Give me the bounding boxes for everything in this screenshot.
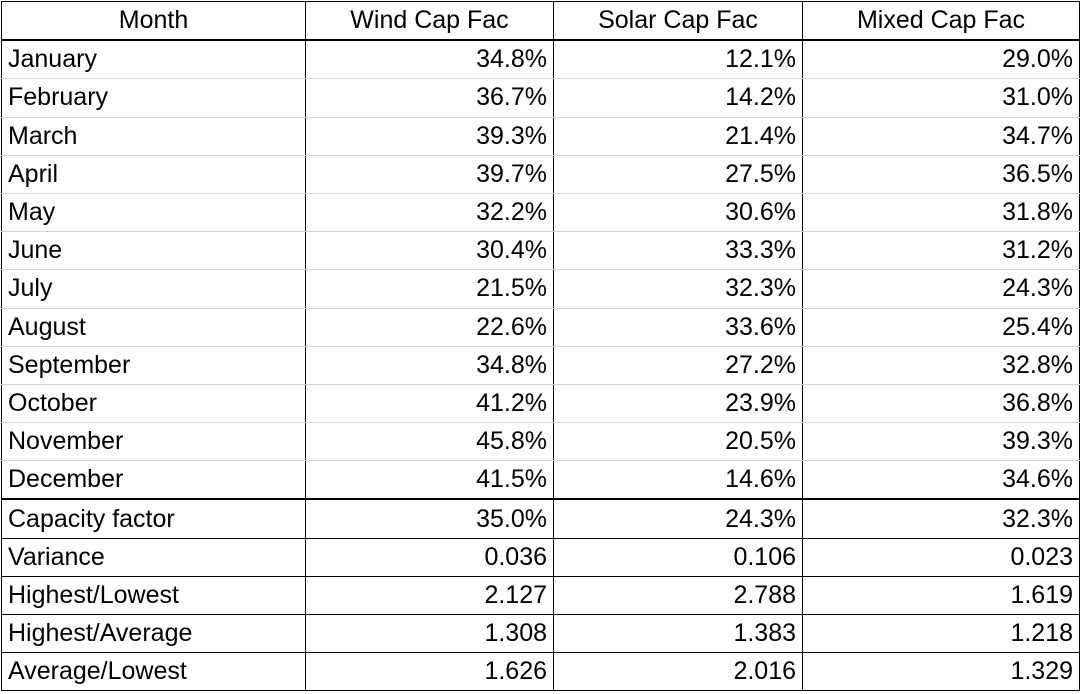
- wind-cap-fac-cell: 32.2%: [305, 192, 554, 233]
- mixed-cap-fac-cell: 25.4%: [802, 307, 1080, 347]
- wind-cap-fac-cell: 22.6%: [305, 307, 554, 347]
- table-body: January 34.8% 12.1% 29.0% February 36.7% 14.2%…: [1, 39, 1080, 692]
- mixed-cap-fac-cell: 24.3%: [802, 269, 1080, 309]
- row-label: September: [1, 345, 306, 385]
- solar-cap-fac-cell: 2.788: [553, 575, 803, 616]
- row-label: Average/Lowest: [1, 652, 306, 692]
- header-row: Month Wind Cap Fac Solar Cap Fac Mixed C…: [1, 1, 1080, 42]
- row-label: July: [1, 269, 306, 309]
- header-wind-cap-fac: Wind Cap Fac: [305, 1, 554, 42]
- mixed-cap-fac-cell: 1.619: [802, 575, 1080, 616]
- row-label: December: [1, 460, 306, 501]
- wind-cap-fac-cell: 1.308: [305, 613, 554, 654]
- wind-cap-fac-cell: 2.127: [305, 575, 554, 616]
- solar-cap-fac-cell: 21.4%: [553, 116, 803, 156]
- solar-cap-fac-cell: 0.106: [553, 537, 803, 577]
- solar-cap-fac-cell: 33.3%: [553, 231, 803, 271]
- month-row: March 39.3% 21.4% 34.7%: [1, 116, 1080, 156]
- month-row: August 22.6% 33.6% 25.4%: [1, 307, 1080, 347]
- row-label: October: [1, 383, 306, 424]
- mixed-cap-fac-cell: 31.0%: [802, 78, 1080, 118]
- wind-cap-fac-cell: 39.7%: [305, 154, 554, 194]
- stat-row: Variance 0.036 0.106 0.023: [1, 537, 1080, 577]
- solar-cap-fac-cell: 20.5%: [553, 422, 803, 462]
- mixed-cap-fac-cell: 32.8%: [802, 345, 1080, 385]
- month-row: May 32.2% 30.6% 31.8%: [1, 192, 1080, 233]
- mixed-cap-fac-cell: 34.7%: [802, 116, 1080, 156]
- wind-cap-fac-cell: 35.0%: [305, 498, 554, 539]
- wind-cap-fac-cell: 45.8%: [305, 422, 554, 462]
- mixed-cap-fac-cell: 39.3%: [802, 422, 1080, 462]
- row-label: August: [1, 307, 306, 347]
- mixed-cap-fac-cell: 32.3%: [802, 498, 1080, 539]
- wind-cap-fac-cell: 34.8%: [305, 345, 554, 385]
- solar-cap-fac-cell: 12.1%: [553, 39, 803, 80]
- month-row: January 34.8% 12.1% 29.0%: [1, 39, 1080, 80]
- stat-row: Average/Lowest 1.626 2.016 1.329: [1, 652, 1080, 692]
- month-row: February 36.7% 14.2% 31.0%: [1, 78, 1080, 118]
- wind-cap-fac-cell: 41.2%: [305, 383, 554, 424]
- row-label: Variance: [1, 537, 306, 577]
- mixed-cap-fac-cell: 31.2%: [802, 231, 1080, 271]
- wind-cap-fac-cell: 0.036: [305, 537, 554, 577]
- solar-cap-fac-cell: 14.6%: [553, 460, 803, 501]
- mixed-cap-fac-cell: 29.0%: [802, 39, 1080, 80]
- stat-row: Capacity factor 35.0% 24.3% 32.3%: [1, 498, 1080, 539]
- mixed-cap-fac-cell: 36.5%: [802, 154, 1080, 194]
- mixed-cap-fac-cell: 31.8%: [802, 192, 1080, 233]
- solar-cap-fac-cell: 14.2%: [553, 78, 803, 118]
- header-mixed-cap-fac: Mixed Cap Fac: [802, 1, 1080, 42]
- row-label: November: [1, 422, 306, 462]
- row-label: January: [1, 39, 306, 80]
- header-solar-cap-fac: Solar Cap Fac: [553, 1, 803, 42]
- row-label: Highest/Lowest: [1, 575, 306, 616]
- mixed-cap-fac-cell: 1.329: [802, 652, 1080, 692]
- solar-cap-fac-cell: 27.2%: [553, 345, 803, 385]
- wind-cap-fac-cell: 1.626: [305, 652, 554, 692]
- stat-row: Highest/Lowest 2.127 2.788 1.619: [1, 575, 1080, 616]
- solar-cap-fac-cell: 2.016: [553, 652, 803, 692]
- mixed-cap-fac-cell: 34.6%: [802, 460, 1080, 501]
- row-label: February: [1, 78, 306, 118]
- row-label: April: [1, 154, 306, 194]
- mixed-cap-fac-cell: 0.023: [802, 537, 1080, 577]
- month-row: September 34.8% 27.2% 32.8%: [1, 345, 1080, 385]
- solar-cap-fac-cell: 24.3%: [553, 498, 803, 539]
- wind-cap-fac-cell: 34.8%: [305, 39, 554, 80]
- wind-cap-fac-cell: 30.4%: [305, 231, 554, 271]
- row-label: June: [1, 231, 306, 271]
- wind-cap-fac-cell: 39.3%: [305, 116, 554, 156]
- row-label: March: [1, 116, 306, 156]
- wind-cap-fac-cell: 41.5%: [305, 460, 554, 501]
- month-row: April 39.7% 27.5% 36.5%: [1, 154, 1080, 194]
- wind-cap-fac-cell: 36.7%: [305, 78, 554, 118]
- month-row: June 30.4% 33.3% 31.2%: [1, 231, 1080, 271]
- solar-cap-fac-cell: 30.6%: [553, 192, 803, 233]
- mixed-cap-fac-cell: 1.218: [802, 613, 1080, 654]
- row-label: Highest/Average: [1, 613, 306, 654]
- solar-cap-fac-cell: 23.9%: [553, 383, 803, 424]
- solar-cap-fac-cell: 1.383: [553, 613, 803, 654]
- month-row: November 45.8% 20.5% 39.3%: [1, 422, 1080, 462]
- header-month: Month: [1, 1, 306, 42]
- solar-cap-fac-cell: 27.5%: [553, 154, 803, 194]
- month-row: July 21.5% 32.3% 24.3%: [1, 269, 1080, 309]
- month-row: December 41.5% 14.6% 34.6%: [1, 460, 1080, 501]
- month-row: October 41.2% 23.9% 36.8%: [1, 383, 1080, 424]
- solar-cap-fac-cell: 32.3%: [553, 269, 803, 309]
- row-label: Capacity factor: [1, 498, 306, 539]
- wind-cap-fac-cell: 21.5%: [305, 269, 554, 309]
- row-label: May: [1, 192, 306, 233]
- mixed-cap-fac-cell: 36.8%: [802, 383, 1080, 424]
- stat-row: Highest/Average 1.308 1.383 1.218: [1, 613, 1080, 654]
- solar-cap-fac-cell: 33.6%: [553, 307, 803, 347]
